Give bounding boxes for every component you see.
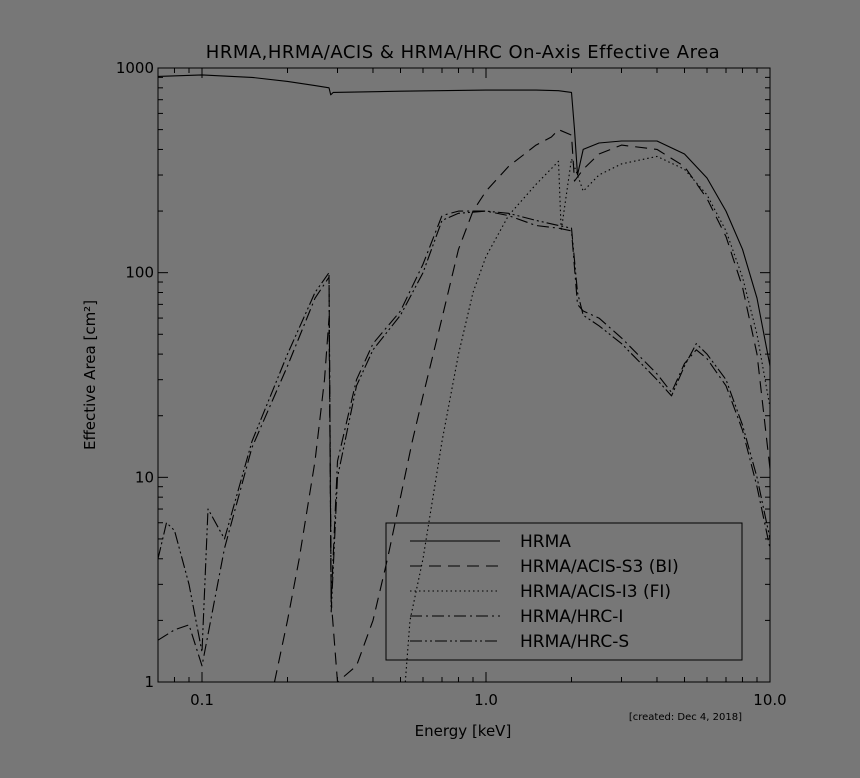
x-tick-label: 10.0 xyxy=(753,691,786,709)
legend-label-3: HRMA/ACIS-I3 (FI) xyxy=(520,582,671,602)
axis-tick-labels: 0.1 1.0 10.0 1 10 100 1000 xyxy=(116,59,787,709)
y-tick-label: 1000 xyxy=(116,59,154,77)
creation-date-annotation: [created: Dec 4, 2018] xyxy=(629,712,742,723)
series-line-2 xyxy=(273,129,771,683)
y-tick-label: 1 xyxy=(144,673,154,691)
legend: HRMA HRMA/ACIS-S3 (BI) HRMA/ACIS-I3 (FI) HR… xyxy=(385,522,743,661)
legend-items: HRMA HRMA/ACIS-S3 (BI) HRMA/ACIS-I3 (FI) HR… xyxy=(410,532,679,652)
x-tick-label: 1.0 xyxy=(474,691,498,709)
series-lines xyxy=(157,74,771,683)
legend-label-5: HRMA/HRC-S xyxy=(520,632,629,652)
x-tick-label: 0.1 xyxy=(190,691,214,709)
legend-label-2: HRMA/ACIS-S3 (BI) xyxy=(520,557,679,577)
y-tick-label: 10 xyxy=(135,468,154,486)
x-axis-label: Energy [keV] xyxy=(415,722,512,740)
legend-box xyxy=(385,522,743,661)
series-line-1 xyxy=(157,74,771,367)
series-line-5 xyxy=(157,210,771,653)
y-tick-label: 100 xyxy=(125,264,154,282)
chart-title: HRMA,HRMA/ACIS & HRMA/HRC On-Axis Effect… xyxy=(206,42,720,63)
y-axis-label: Effective Area [cm²] xyxy=(81,300,99,450)
axis-ticks xyxy=(157,67,771,683)
series-line-4 xyxy=(157,210,771,667)
plot-frame xyxy=(157,67,771,683)
legend-label-1: HRMA xyxy=(520,532,571,552)
legend-label-4: HRMA/HRC-I xyxy=(520,607,623,627)
series-line-3 xyxy=(404,155,771,683)
